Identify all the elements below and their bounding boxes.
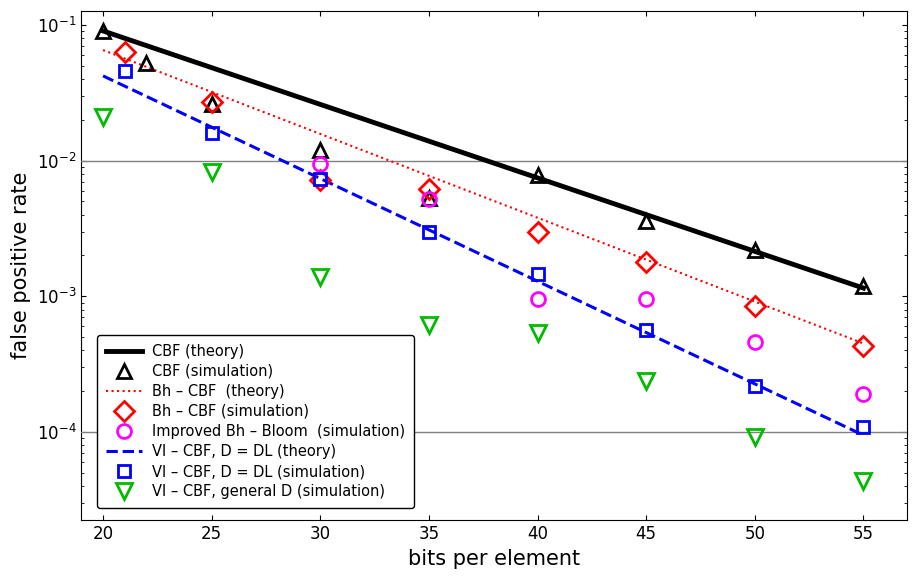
X-axis label: bits per element: bits per element — [408, 549, 580, 569]
Legend: CBF (theory), CBF (simulation), Bh – CBF  (theory), Bh – CBF (simulation), Impro: CBF (theory), CBF (simulation), Bh – CBF… — [96, 335, 414, 508]
Y-axis label: false positive rate: false positive rate — [11, 172, 31, 360]
